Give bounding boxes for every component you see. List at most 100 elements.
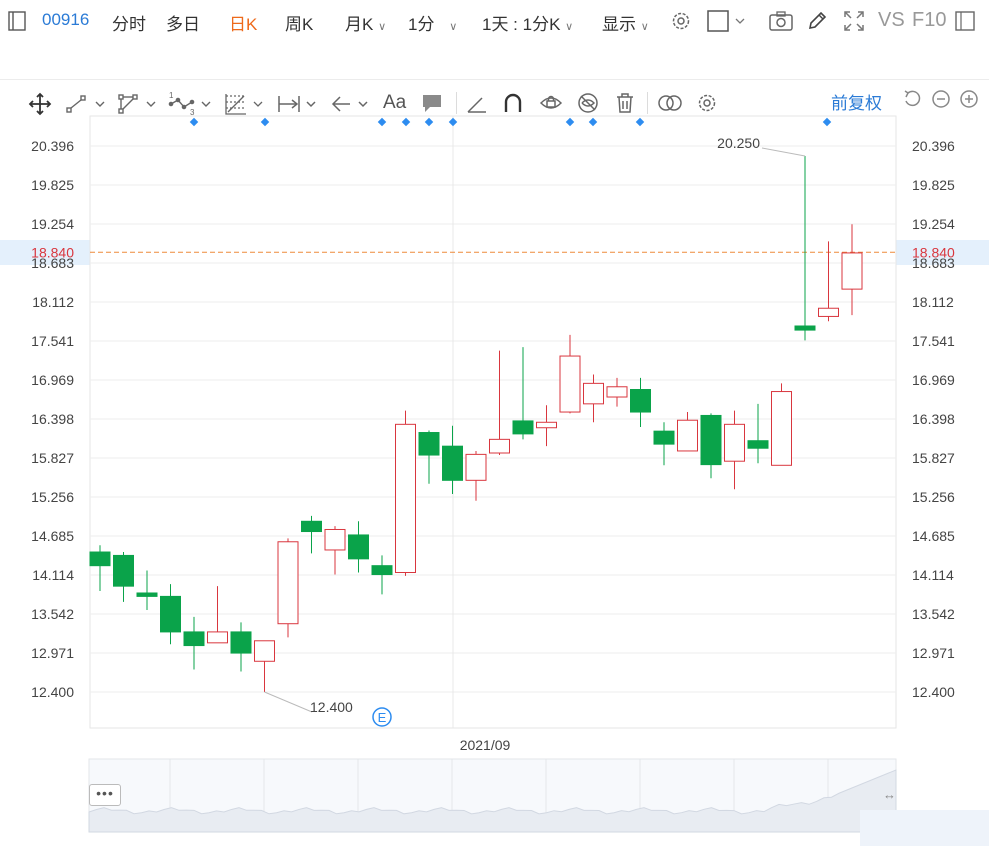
move-icon[interactable] bbox=[28, 92, 52, 116]
candles bbox=[89, 155, 863, 692]
event-marker bbox=[377, 117, 387, 127]
range-icon[interactable] bbox=[277, 94, 321, 114]
vs-compare-button[interactable]: VS bbox=[878, 9, 905, 31]
sidebar-toggle-icon[interactable] bbox=[8, 11, 26, 31]
candle-body bbox=[254, 640, 275, 662]
candle-body bbox=[277, 541, 299, 625]
tab-daily-k[interactable]: 日K bbox=[229, 15, 258, 34]
color-box-icon[interactable] bbox=[707, 10, 747, 32]
navigator-resize-icon[interactable]: ↔ bbox=[883, 787, 896, 802]
candle bbox=[324, 526, 346, 575]
line-draw-icon[interactable] bbox=[66, 94, 108, 114]
candle bbox=[301, 515, 322, 554]
settings-icon[interactable] bbox=[696, 92, 718, 114]
magnet-icon[interactable] bbox=[502, 92, 524, 114]
comment-icon[interactable] bbox=[421, 92, 443, 114]
candle bbox=[183, 616, 205, 670]
candle bbox=[700, 413, 722, 479]
navigator-year-label: 2018 bbox=[528, 817, 559, 833]
y-tick-label: 14.685 bbox=[31, 528, 74, 544]
trash-icon[interactable] bbox=[615, 92, 635, 114]
overlay-icon[interactable] bbox=[657, 94, 683, 112]
candle bbox=[136, 570, 158, 611]
candle bbox=[160, 584, 181, 645]
camera-icon[interactable] bbox=[769, 11, 793, 31]
candle bbox=[724, 410, 745, 490]
event-e-icon bbox=[372, 707, 392, 727]
max-price-label: 20.250 bbox=[717, 135, 760, 151]
candle-body bbox=[89, 551, 111, 567]
candle bbox=[254, 640, 275, 692]
candle-body bbox=[230, 631, 252, 654]
back-arrow-icon[interactable] bbox=[330, 94, 374, 114]
ruler-icon[interactable] bbox=[466, 94, 488, 114]
y-tick-label: 15.256 bbox=[912, 489, 955, 505]
candle bbox=[841, 224, 863, 316]
range-select[interactable]: 1天 : 1分K ∨ bbox=[482, 10, 573, 35]
stock-code[interactable]: 00916 bbox=[42, 10, 90, 29]
min-leader bbox=[264, 691, 313, 713]
candle bbox=[89, 545, 111, 591]
y-axis-left: 20.39619.82519.25418.68318.11217.54116.9… bbox=[31, 138, 74, 700]
fullscreen-icon[interactable] bbox=[843, 10, 865, 32]
tab-multi-day[interactable]: 多日 bbox=[166, 15, 200, 34]
event-marker bbox=[588, 117, 598, 127]
candle bbox=[348, 521, 369, 573]
y-tick-label: 19.254 bbox=[912, 216, 955, 232]
y-tick-label: 13.542 bbox=[31, 606, 74, 622]
tab-intraday[interactable]: 分时 bbox=[112, 15, 146, 34]
candle bbox=[747, 403, 769, 464]
panel-icon[interactable] bbox=[955, 11, 975, 31]
y-tick-label: 13.542 bbox=[912, 606, 955, 622]
display-select[interactable]: 显示 ∨ bbox=[602, 10, 649, 35]
candle-body bbox=[677, 419, 698, 452]
chevron-down-icon: ∨ bbox=[449, 21, 458, 33]
candle-body bbox=[395, 423, 416, 574]
tab-monthly-k[interactable]: 月K ∨ bbox=[345, 10, 386, 35]
candle-body bbox=[724, 423, 745, 462]
f10-button[interactable]: F10 bbox=[912, 9, 947, 31]
polyline-icon[interactable] bbox=[117, 93, 159, 115]
zoom-in-icon[interactable] bbox=[959, 89, 979, 109]
navigator-more-button[interactable]: ••• bbox=[89, 784, 121, 806]
candle bbox=[277, 538, 299, 638]
candle-body bbox=[841, 252, 863, 290]
candle bbox=[559, 334, 581, 414]
y-tick-label: 18.112 bbox=[32, 294, 74, 310]
candle bbox=[465, 450, 487, 501]
max-leader bbox=[761, 147, 806, 157]
settings-icon[interactable] bbox=[670, 10, 692, 32]
fib-grid-icon[interactable] bbox=[224, 92, 268, 116]
chevron-down-icon: ∨ bbox=[565, 21, 574, 33]
undo-icon[interactable] bbox=[903, 89, 923, 109]
y-tick-label: 12.400 bbox=[912, 684, 955, 700]
chevron-down-icon: ∨ bbox=[378, 21, 387, 33]
zoom-out-icon[interactable] bbox=[931, 89, 951, 109]
event-marker bbox=[401, 117, 411, 127]
event-marker bbox=[635, 117, 645, 127]
pencil-icon[interactable] bbox=[806, 10, 828, 32]
candle bbox=[630, 377, 651, 428]
tab-weekly-k[interactable]: 周K bbox=[285, 15, 314, 34]
eye-hide-icon[interactable] bbox=[577, 92, 599, 114]
navigator-year-label: 2015 bbox=[246, 817, 277, 833]
candle-body bbox=[136, 592, 158, 597]
y-tick-label: 16.398 bbox=[31, 411, 74, 427]
chart-grid bbox=[89, 115, 897, 729]
y-tick-label: 12.971 bbox=[31, 645, 74, 661]
price-adjust-select[interactable]: 前复权 bbox=[831, 94, 882, 113]
plot-frame bbox=[89, 115, 897, 729]
period-select[interactable]: 1分 ∨ bbox=[408, 10, 457, 35]
text-tool-icon[interactable]: Aa bbox=[383, 92, 407, 113]
eye-lock-icon[interactable] bbox=[539, 92, 563, 114]
y-tick-label: 16.969 bbox=[31, 372, 74, 388]
y-tick-label: 12.400 bbox=[31, 684, 74, 700]
y-axis-right: 20.39619.82519.25418.68318.11217.54116.9… bbox=[912, 138, 955, 700]
candle bbox=[442, 425, 463, 494]
candle-body bbox=[653, 430, 675, 445]
candle bbox=[113, 552, 134, 602]
event-marker bbox=[822, 117, 832, 127]
candle-body bbox=[183, 631, 205, 647]
